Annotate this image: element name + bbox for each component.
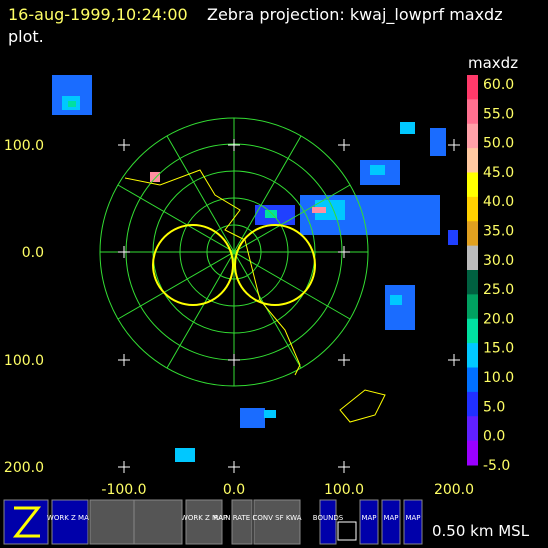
color-swatch — [467, 416, 478, 442]
x-tick-label: 200.0 — [434, 482, 474, 498]
colorbar-label: 25.0 — [483, 282, 514, 298]
icon-label: CONV SF KWA — [252, 514, 301, 522]
altitude-status: 0.50 km MSL — [432, 522, 530, 540]
color-swatch — [467, 343, 478, 368]
color-swatch — [467, 294, 478, 320]
color-swatch — [467, 75, 478, 100]
colorbar-label: 5.0 — [483, 399, 505, 415]
coastline — [124, 169, 386, 423]
icon-label: MAP — [361, 514, 376, 522]
toolbar-icon[interactable] — [231, 499, 253, 545]
icon-label: MAP — [405, 514, 420, 522]
toolbar-icon[interactable] — [359, 499, 379, 545]
colorbar-title: maxdz — [468, 54, 518, 72]
x-tick-label: -100.0 — [101, 482, 146, 498]
colorbar-label: 0.0 — [483, 429, 505, 445]
color-swatch — [467, 221, 478, 247]
icon-label: RAIN RATE KWAJ — [214, 514, 270, 522]
colorbar-label: 40.0 — [483, 194, 514, 210]
colorbar-label: 60.0 — [483, 77, 514, 93]
toolbar-icon[interactable] — [381, 499, 401, 545]
toolbar-icon[interactable] — [133, 499, 183, 545]
color-swatch — [467, 270, 478, 295]
y-tick-label: 200.0 — [4, 460, 44, 476]
colorbar-label: 15.0 — [483, 341, 514, 357]
color-swatch — [467, 440, 478, 466]
grid-icon[interactable] — [337, 521, 357, 541]
colorbar-label: 20.0 — [483, 311, 514, 327]
toolbar-icon[interactable] — [319, 499, 337, 545]
range-rings — [99, 117, 369, 387]
colorbar-label: 55.0 — [483, 106, 514, 122]
x-tick-label: 100.0 — [324, 482, 364, 498]
color-swatch — [467, 245, 478, 271]
zebra-logo — [12, 506, 42, 538]
grid-crosses — [118, 139, 460, 473]
ray-pattern — [152, 224, 316, 306]
color-swatch — [467, 99, 478, 125]
title-cont: plot. — [8, 27, 44, 46]
color-swatch — [467, 123, 478, 149]
color-swatch — [467, 318, 478, 344]
colorbar-label: 45.0 — [483, 165, 514, 181]
y-tick-label: 0.0 — [22, 245, 44, 261]
colorbar-label: -5.0 — [483, 458, 510, 474]
icon-label: WORK Z MAP — [181, 514, 227, 522]
radar-echoes — [52, 75, 458, 462]
color-swatch — [467, 196, 478, 222]
timestamp: 16-aug-1999,10:24:00 — [8, 5, 188, 24]
toolbar-icon[interactable] — [403, 499, 423, 545]
axis-labels: -100.0 0.0 100.0 200.0 100.0 0.0 100.0 200.0 — [4, 138, 474, 498]
x-tick-label: 0.0 — [223, 482, 245, 498]
color-swatch — [467, 367, 478, 393]
color-swatch — [467, 391, 478, 417]
icon-label: MAP — [383, 514, 398, 522]
colorbar-label: 30.0 — [483, 253, 514, 269]
toolbar-icon[interactable] — [253, 499, 301, 545]
toolbar-icon[interactable] — [185, 499, 223, 545]
y-tick-label: 100.0 — [4, 353, 44, 369]
toolbar-icon[interactable] — [51, 499, 89, 545]
colorbar-label: 50.0 — [483, 136, 514, 152]
colorbar-label: 35.0 — [483, 224, 514, 240]
toolbar-icon[interactable] — [89, 499, 135, 545]
y-tick-label: 100.0 — [4, 138, 44, 154]
title: Zebra projection: kwaj_lowprf maxdz — [207, 5, 503, 25]
color-swatch — [467, 148, 478, 173]
icon-label: BOUNDS — [313, 514, 344, 522]
icon-label: WORK Z MAP — [47, 514, 93, 522]
colorbar: 60.0 55.0 50.0 45.0 40.0 35.0 30.0 25.0 20.0 15.0… — [467, 75, 514, 474]
colorbar-label: 10.0 — [483, 370, 514, 386]
color-swatch — [467, 172, 478, 198]
